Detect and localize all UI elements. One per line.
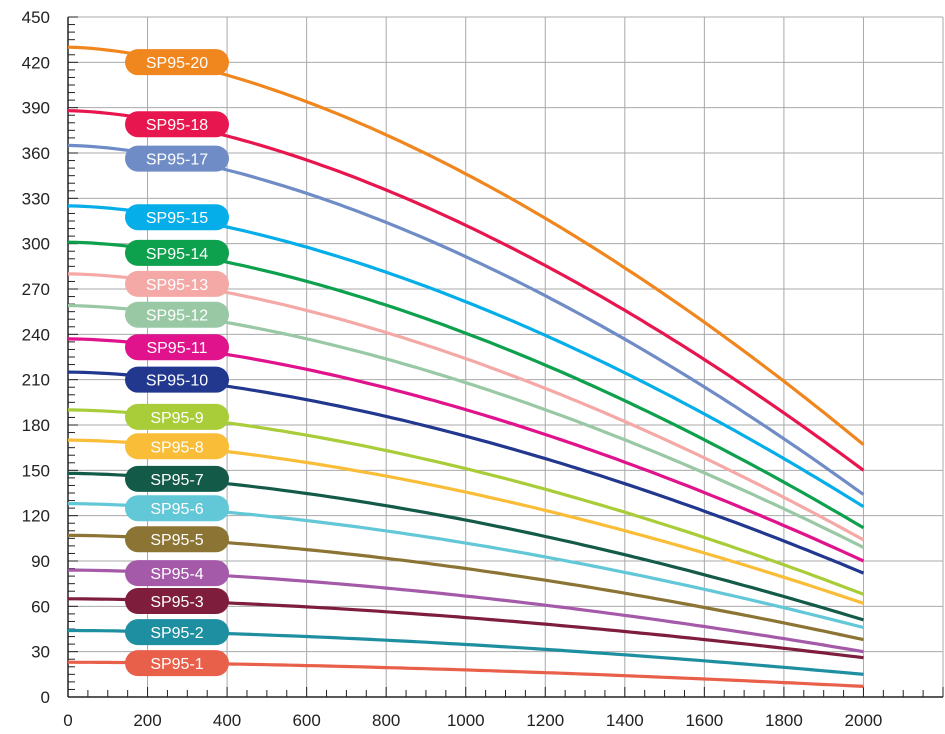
series-label-pill [125, 526, 229, 553]
series-label-pill [125, 270, 229, 297]
series-label-pill [125, 366, 229, 393]
series-labels: SP95-1 SP95-2 SP95-3 SP95-4 SP95-5 SP95-6 SP95… [125, 49, 229, 677]
y-tick-label: 360 [22, 144, 50, 163]
series-label-text: SP95-18 [146, 117, 208, 134]
x-tick-label: 200 [133, 711, 161, 730]
x-tick-label: 1000 [447, 711, 485, 730]
series-label-pill [125, 301, 229, 328]
x-tick-label: 1400 [606, 711, 644, 730]
series-label-pill [125, 239, 229, 266]
y-tick-label: 240 [22, 325, 50, 344]
y-tick-label: 270 [22, 280, 50, 299]
series-label-pill [125, 145, 229, 172]
y-tick-label: 180 [22, 416, 50, 435]
y-tick-label: 420 [22, 53, 50, 72]
series-label-text: SP95-13 [146, 277, 208, 294]
x-tick-label: 1200 [526, 711, 564, 730]
y-tick-label: 150 [22, 461, 50, 480]
series-label-text: SP95-20 [146, 55, 208, 72]
y-tick-label: 330 [22, 189, 50, 208]
series-label-text: SP95-2 [150, 625, 203, 642]
series-label-pill [125, 403, 229, 430]
y-tick-label: 120 [22, 507, 50, 526]
series-label-pill [125, 111, 229, 138]
series-label-pill [125, 495, 229, 522]
x-tick-label: 0 [63, 711, 72, 730]
y-tick-label: 390 [22, 99, 50, 118]
y-tick-label: 210 [22, 371, 50, 390]
series-label-text: SP95-8 [150, 439, 203, 456]
series-label-text: SP95-11 [146, 340, 207, 357]
y-tick-label: 0 [41, 688, 50, 707]
y-tick-label: 90 [31, 552, 50, 571]
series-label-text: SP95-14 [146, 246, 208, 263]
y-tick-label: 30 [31, 643, 50, 662]
series-label-pill [125, 650, 229, 677]
x-tick-label: 800 [372, 711, 400, 730]
series-label-text: SP95-3 [150, 594, 203, 611]
series-label-pill [125, 619, 229, 646]
series-label-text: SP95-6 [150, 501, 203, 518]
series-label-text: SP95-17 [146, 152, 208, 169]
series-label-text: SP95-15 [146, 210, 208, 227]
x-tick-label: 2000 [845, 711, 883, 730]
axes: 0 30 60 90 120 150 180 210 240 270 300 330 360 390 420… [22, 8, 944, 730]
x-tick-label: 1600 [685, 711, 723, 730]
y-tick-label: 300 [22, 235, 50, 254]
series-label-text: SP95-7 [150, 472, 203, 489]
series-label-pill [125, 334, 229, 361]
y-tick-label: 450 [22, 8, 50, 27]
series-label-text: SP95-5 [150, 532, 203, 549]
x-tick-label: 400 [213, 711, 241, 730]
series-label-pill [125, 204, 229, 231]
series-label-text: SP95-4 [150, 566, 203, 583]
x-tick-label: 600 [292, 711, 320, 730]
series-label-text: SP95-12 [146, 308, 208, 325]
series-label-text: SP95-9 [150, 410, 203, 427]
series-label-pill [125, 465, 229, 492]
series-label-text: SP95-1 [150, 656, 203, 673]
series-label-pill [125, 433, 229, 460]
series-label-text: SP95-10 [146, 373, 208, 390]
y-tick-label: 60 [31, 597, 50, 616]
x-tick-label: 1800 [765, 711, 803, 730]
series-label-pill [125, 560, 229, 587]
series-label-pill [125, 49, 229, 76]
series-label-pill [125, 587, 229, 614]
